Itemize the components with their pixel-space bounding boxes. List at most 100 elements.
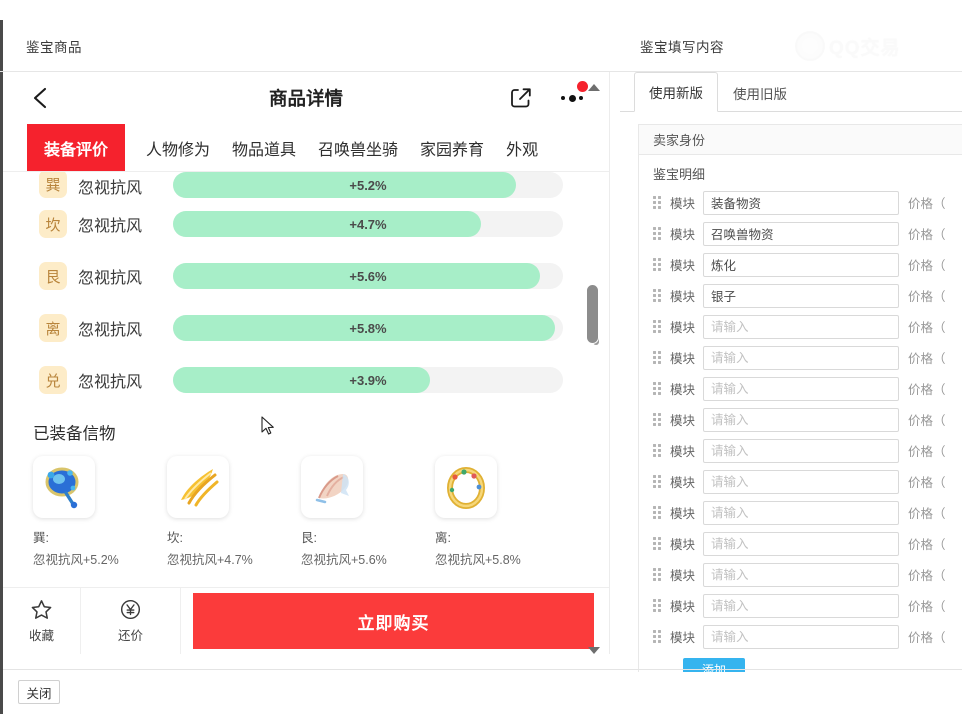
drag-dot: [653, 351, 656, 354]
module-name-input[interactable]: [703, 624, 900, 649]
drag-dot: [658, 475, 661, 478]
scroll-down-arrow-icon[interactable]: [588, 647, 600, 654]
drag-handle-icon[interactable]: [653, 258, 664, 271]
drag-handle-icon[interactable]: [653, 537, 664, 550]
price-label: 价格（: [908, 538, 946, 552]
drag-handle-icon[interactable]: [653, 475, 664, 488]
list-item[interactable]: 巽: 忽视抗风+5.2%: [33, 456, 167, 568]
scroll-up-arrow-icon[interactable]: [588, 84, 600, 91]
notification-badge: [577, 81, 588, 92]
drag-dot: [653, 444, 656, 447]
module-name-input[interactable]: [703, 500, 900, 525]
module-row: 模块 价格（: [639, 187, 962, 218]
module-name-input[interactable]: [703, 252, 900, 277]
arrow-left-icon[interactable]: [27, 83, 57, 113]
tab-appearance[interactable]: 外观: [506, 141, 539, 159]
drag-handle-icon[interactable]: [653, 568, 664, 581]
buy-now-button[interactable]: 立即购买: [193, 593, 594, 649]
drag-handle-icon[interactable]: [653, 196, 664, 209]
drag-dot: [653, 232, 656, 235]
tab-old-version[interactable]: 使用旧版: [733, 86, 787, 102]
drag-dot: [658, 547, 661, 550]
drag-handle-icon[interactable]: [653, 227, 664, 240]
attribute-row: 巽 忽视抗风 +5.2%: [3, 172, 609, 198]
drag-dot: [653, 263, 656, 266]
module-label: 模块: [670, 197, 696, 211]
drag-dot: [653, 537, 656, 540]
module-name-input[interactable]: [703, 438, 900, 463]
trigram-badge: 坎: [39, 210, 67, 238]
tab-character-cultivation[interactable]: 人物修为: [146, 141, 211, 159]
list-item[interactable]: 坎: 忽视抗风+4.7%: [167, 456, 301, 568]
module-name-input[interactable]: [703, 593, 900, 618]
seller-identity-card: 卖家身份 鉴宝明细 模块价格（模块价格（模块价格（模块价格（模块价格（模块价格（…: [638, 124, 962, 672]
module-name-input[interactable]: [703, 190, 900, 215]
drag-handle-icon[interactable]: [653, 444, 664, 457]
page-scrollbar[interactable]: [585, 84, 607, 654]
list-item[interactable]: 离: 忽视抗风+5.8%: [435, 456, 569, 568]
tab-items-props[interactable]: 物品道具: [232, 141, 297, 159]
attribute-row: 艮 忽视抗风 +5.6%: [3, 250, 609, 302]
module-name-input[interactable]: [703, 469, 900, 494]
add-module-button[interactable]: 添加: [683, 658, 745, 672]
drag-handle-icon[interactable]: [653, 289, 664, 302]
drag-dot: [653, 630, 656, 633]
more-dots-icon[interactable]: [559, 81, 588, 109]
drag-dot: [653, 289, 656, 292]
attribute-bar-track: +5.2%: [173, 172, 563, 198]
module-label: 模块: [670, 507, 696, 521]
blue-mirror-item-icon: [33, 456, 95, 518]
drag-dot: [658, 320, 661, 323]
drag-dot: [653, 454, 656, 457]
drag-dot: [658, 361, 661, 364]
page-scrollbar-thumb[interactable]: [586, 284, 599, 344]
favorite-button[interactable]: 收藏: [3, 588, 81, 654]
list-item[interactable]: 艮: 忽视抗风+5.6%: [301, 456, 435, 568]
drag-handle-icon[interactable]: [653, 506, 664, 519]
drag-handle-icon[interactable]: [653, 351, 664, 364]
tab-pets-mounts[interactable]: 召唤兽坐骑: [318, 141, 399, 159]
module-name-input[interactable]: [703, 283, 900, 308]
footer-divider: [3, 669, 962, 670]
form-tab-bar: 使用新版 使用旧版: [620, 72, 962, 112]
drag-handle-icon[interactable]: [653, 320, 664, 333]
golden-feather-item-icon: [167, 456, 229, 518]
drag-dot: [653, 609, 656, 612]
trigram-badge: 巽: [39, 172, 67, 198]
attribute-row: 兑 忽视抗风 +3.9%: [3, 354, 609, 406]
drag-dot: [658, 604, 661, 607]
price-label: 价格（: [908, 352, 946, 366]
drag-dot: [653, 227, 656, 230]
share-icon[interactable]: [509, 86, 533, 110]
drag-dot: [658, 480, 661, 483]
attribute-bar-fill: [173, 315, 556, 341]
drag-dot: [658, 382, 661, 385]
module-name-input[interactable]: [703, 221, 900, 246]
module-label: 模块: [670, 259, 696, 273]
drag-handle-icon[interactable]: [653, 630, 664, 643]
close-button[interactable]: 关闭: [18, 680, 60, 704]
tab-home-breeding[interactable]: 家园养育: [420, 141, 485, 159]
tab-new-version[interactable]: 使用新版: [634, 72, 718, 112]
module-label: 模块: [670, 538, 696, 552]
module-name-input[interactable]: [703, 376, 900, 401]
module-label: 模块: [670, 600, 696, 614]
module-name-input[interactable]: [703, 562, 900, 587]
drag-handle-icon[interactable]: [653, 413, 664, 426]
attribute-scroll-area[interactable]: 巽 忽视抗风 +5.2% 坎 忽视抗风 +4.7% 艮 忽视抗风: [3, 172, 609, 606]
conch-shell-item-icon: [301, 456, 363, 518]
bargain-button[interactable]: 还价: [81, 588, 181, 654]
module-name-input[interactable]: [703, 314, 900, 339]
tab-equipment-rating[interactable]: 装备评价: [27, 124, 125, 171]
module-name-input[interactable]: [703, 531, 900, 556]
attribute-name: 忽视抗风: [78, 180, 143, 197]
watermark-circle-icon: [795, 31, 825, 61]
drag-dot: [653, 423, 656, 426]
module-name-input[interactable]: [703, 407, 900, 432]
attribute-bar-fill: [173, 367, 431, 393]
drag-handle-icon[interactable]: [653, 599, 664, 612]
item-desc: 忽视抗风+5.2%: [33, 553, 119, 567]
drag-handle-icon[interactable]: [653, 382, 664, 395]
attribute-name: 忽视抗风: [78, 218, 143, 235]
module-name-input[interactable]: [703, 345, 900, 370]
